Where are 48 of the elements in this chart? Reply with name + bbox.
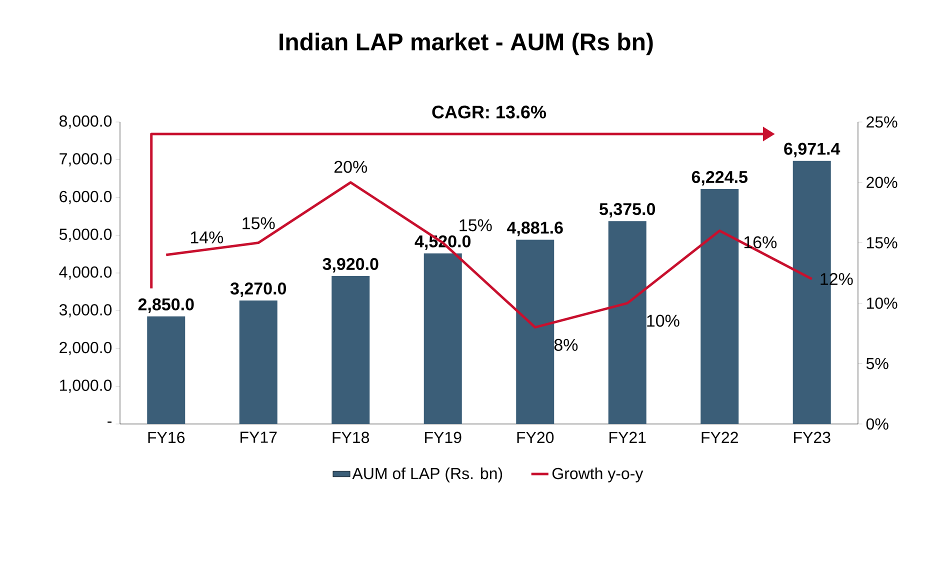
bar [332, 276, 370, 424]
data-label: 15% [242, 217, 275, 230]
x-tick-label: FY17 [240, 432, 277, 443]
y-tick-label: 4,000.0 [59, 266, 112, 280]
bar [516, 240, 554, 424]
x-tick-label: FY19 [425, 432, 462, 444]
bar [424, 253, 462, 424]
y2-tick-label: 15% [867, 237, 898, 248]
data-label: 15% [460, 219, 492, 232]
y-tick-label: 5,000.0 [59, 228, 112, 242]
bar [147, 316, 186, 424]
data-label: 3,270.0 [230, 282, 286, 298]
chart-title: Indian LAP market - AUM (Rs bn) [280, 32, 653, 56]
y2-tick-label: 20% [866, 176, 898, 188]
text: CAGR: 13.6% [432, 106, 546, 118]
y-tick-label: 7,000.0 [60, 153, 112, 166]
data-label: 4,881.6 [507, 222, 563, 236]
data-label: 3,920.0 [322, 258, 378, 272]
bar [700, 189, 739, 424]
bar [239, 300, 278, 424]
y-tick-label: 2,000.0 [60, 342, 112, 356]
data-label: 6,224.5 [692, 170, 748, 186]
x-tick-label: FY23 [794, 432, 830, 444]
x-tick-label: FY20 [517, 432, 554, 444]
y-tick-label: 6,000.0 [60, 190, 112, 204]
y-tick-label: - [108, 422, 112, 423]
data-label: 6,971.4 [784, 142, 840, 158]
data-label: 10% [647, 314, 680, 327]
data-label: 5,375.0 [600, 203, 656, 218]
x-tick-label: FY18 [332, 432, 370, 444]
data-label: 8% [554, 338, 578, 351]
data-label: 16% [744, 236, 777, 248]
x-tick-label: FY16 [148, 432, 185, 444]
x-tick-label: FY22 [702, 432, 738, 443]
bar [608, 221, 646, 424]
y2-tick-label: 25% [866, 116, 898, 128]
legend-label: AUM of LAP (Rs. bn) [352, 467, 502, 482]
y-tick-label: 8,000.0 [60, 115, 112, 129]
legend-label: Growth y-o-y [552, 467, 644, 482]
y2-tick-label: 10% [867, 298, 898, 309]
x-tick-label: FY21 [610, 432, 646, 443]
data-label: 14% [190, 231, 224, 244]
y2-tick-label: 5% [866, 358, 888, 370]
data-label: 20% [334, 160, 368, 173]
data-label: 2,850.0 [138, 298, 194, 313]
y-tick-label: 3,000.0 [59, 304, 112, 318]
y2-tick-label: 0% [866, 418, 888, 430]
y-tick-label: 1,000.0 [60, 380, 112, 393]
